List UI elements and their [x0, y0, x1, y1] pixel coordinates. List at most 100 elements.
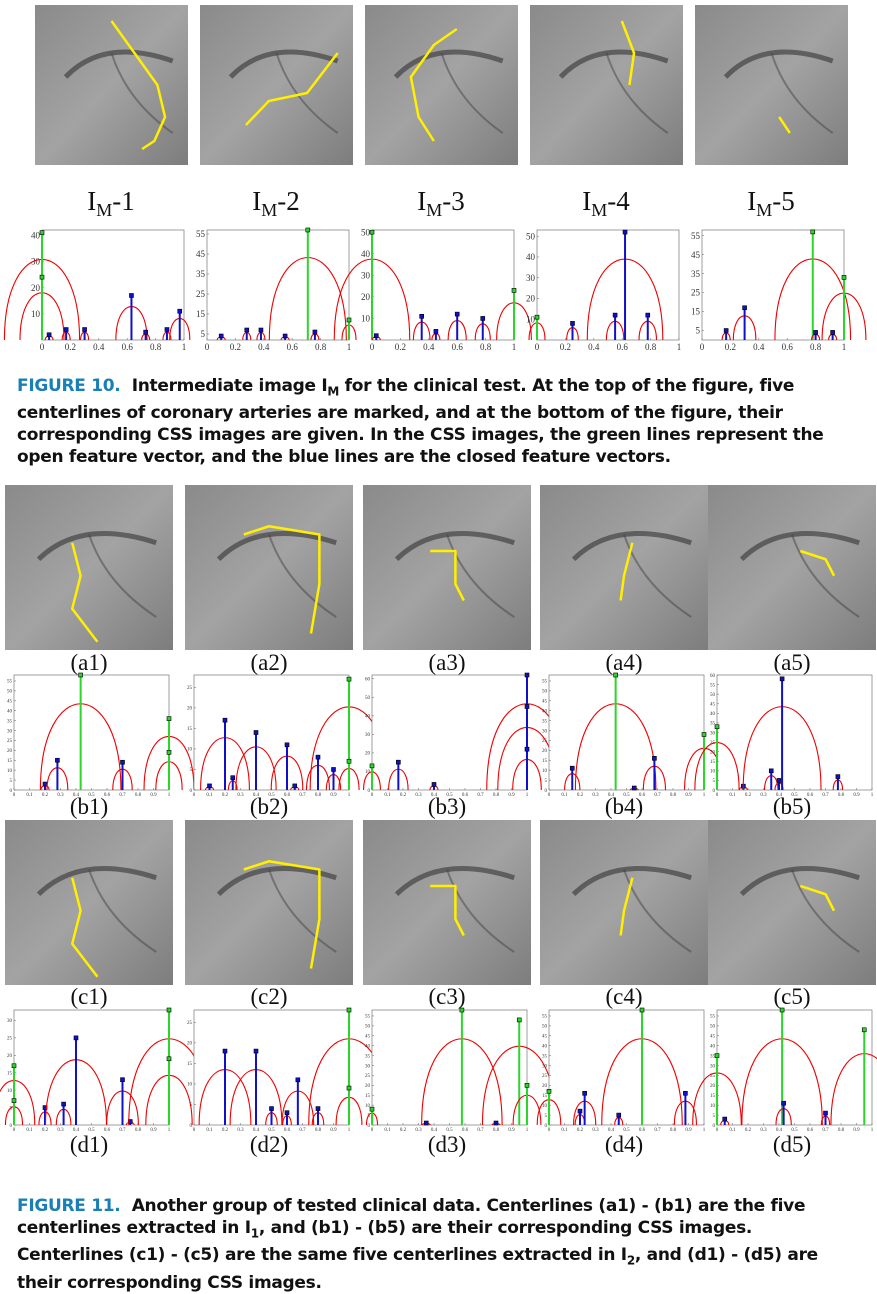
x-tick-label: 0.6 — [122, 342, 134, 352]
x-tick-label: 0 — [371, 1128, 374, 1133]
x-tick-label: 0 — [371, 793, 374, 798]
y-tick-label: 5 — [713, 779, 716, 784]
feature-marker — [295, 1077, 301, 1083]
feature-marker — [222, 717, 228, 723]
plot-frame — [371, 229, 515, 341]
y-tick-label: 30 — [7, 729, 13, 734]
y-tick-label: 30 — [542, 729, 548, 734]
feature-marker — [570, 321, 575, 326]
centerline — [800, 549, 836, 577]
angiogram-image — [695, 5, 848, 165]
x-tick-label: 0.1 — [206, 1128, 213, 1133]
y-tick-label: 0 — [713, 789, 716, 794]
feature-marker — [524, 1083, 530, 1088]
y-tick-label: 35 — [691, 269, 701, 279]
feature-marker — [454, 311, 460, 317]
x-tick-label: 0.2 — [222, 793, 229, 798]
feature-marker — [63, 327, 69, 332]
x-tick-label: 0 — [535, 342, 540, 352]
feature-marker — [315, 1106, 321, 1111]
y-tick-label: 15 — [542, 759, 548, 764]
x-tick-label: 0.4 — [776, 793, 783, 798]
y-tick-label: 55 — [710, 1015, 716, 1020]
y-tick-label: 10 — [187, 1083, 193, 1088]
x-tick-label: 0.8 — [838, 1128, 845, 1133]
feature-marker — [701, 732, 707, 737]
y-tick-label: 55 — [542, 1015, 548, 1020]
y-tick-label: 55 — [365, 1015, 371, 1020]
centerline — [800, 884, 836, 912]
feature-marker — [612, 312, 618, 318]
angiogram-image — [365, 5, 518, 165]
y-tick-label: 40 — [526, 252, 536, 262]
x-tick-label: 0.9 — [685, 793, 692, 798]
y-tick-label: 45 — [710, 1035, 716, 1040]
x-tick-label: 0.8 — [810, 342, 822, 352]
x-tick-label: 0.9 — [330, 793, 337, 798]
x-tick-label: 0.2 — [725, 342, 736, 352]
y-tick-label: 30 — [31, 257, 41, 267]
centerline — [778, 116, 791, 134]
feature-marker — [723, 328, 729, 333]
y-tick-label: 20 — [361, 292, 371, 302]
y-tick-label: 50 — [365, 696, 371, 701]
feature-marker — [73, 1035, 79, 1041]
feature-marker — [546, 1088, 552, 1094]
x-tick-label: 0.5 — [791, 793, 798, 798]
x-tick-label: 0.3 — [592, 1128, 599, 1133]
feature-marker — [39, 230, 45, 235]
caption-text: , and (b1) - (b5) are their correspondin… — [17, 1218, 753, 1266]
x-tick-label: 0.6 — [104, 793, 111, 798]
panel-label: (b5) — [773, 794, 811, 819]
figure10-caption: FIGURE 10. Intermediate image IM for the… — [17, 375, 862, 468]
panel-label: (d5) — [773, 1132, 811, 1157]
feature-marker — [813, 330, 818, 335]
x-tick-label: 0.9 — [508, 793, 515, 798]
feature-marker — [516, 1017, 522, 1023]
y-tick-label: 5 — [190, 1103, 193, 1108]
panel-label: IM-3 — [417, 186, 465, 220]
vessel — [791, 869, 860, 953]
vessel — [88, 534, 157, 618]
x-tick-label: 0.1 — [206, 793, 213, 798]
panel-label: (c4) — [605, 984, 642, 1009]
x-tick-label: 0.9 — [150, 1128, 157, 1133]
y-tick-label: 30 — [361, 270, 371, 280]
vessel — [88, 869, 157, 953]
x-tick-label: 0.5 — [88, 793, 95, 798]
feature-marker — [622, 229, 628, 235]
y-tick-label: 25 — [365, 1074, 371, 1079]
x-tick-label: 0.9 — [685, 1128, 692, 1133]
x-tick-label: 0.6 — [462, 793, 469, 798]
y-tick-label: 20 — [365, 752, 371, 757]
angiogram-image — [200, 5, 353, 165]
x-tick-label: 0.5 — [446, 1128, 453, 1133]
feature-marker — [779, 676, 785, 682]
x-tick-label: 0.2 — [745, 1128, 752, 1133]
x-tick-label: 0.6 — [617, 342, 629, 352]
x-tick-label: 0 — [13, 793, 16, 798]
y-tick-label: 5 — [713, 1114, 716, 1119]
y-tick-label: 50 — [361, 227, 371, 237]
y-tick-label: 5 — [10, 779, 13, 784]
x-tick-label: 1 — [677, 342, 682, 352]
x-tick-label: 0.1 — [729, 1128, 736, 1133]
feature-marker — [582, 1090, 587, 1096]
y-tick-label: 15 — [365, 1094, 371, 1099]
x-tick-label: 0.7 — [654, 793, 661, 798]
x-tick-label: 0.6 — [807, 793, 814, 798]
vessel — [268, 869, 337, 953]
x-tick-label: 0.4 — [253, 1128, 260, 1133]
y-tick-label: 35 — [542, 719, 548, 724]
y-tick-label: 50 — [710, 693, 716, 698]
feature-marker — [524, 672, 530, 678]
y-tick-label: 20 — [542, 1084, 548, 1089]
x-tick-label: 0.8 — [480, 342, 492, 352]
x-tick-label: 0.4 — [253, 793, 260, 798]
y-tick-label: 55 — [7, 680, 13, 685]
x-tick-label: 0.8 — [670, 1128, 677, 1133]
x-tick-label: 0.2 — [230, 342, 241, 352]
x-tick-label: 0.2 — [395, 342, 406, 352]
x-tick-label: 0.1 — [384, 793, 391, 798]
x-tick-label: 0.6 — [782, 342, 794, 352]
